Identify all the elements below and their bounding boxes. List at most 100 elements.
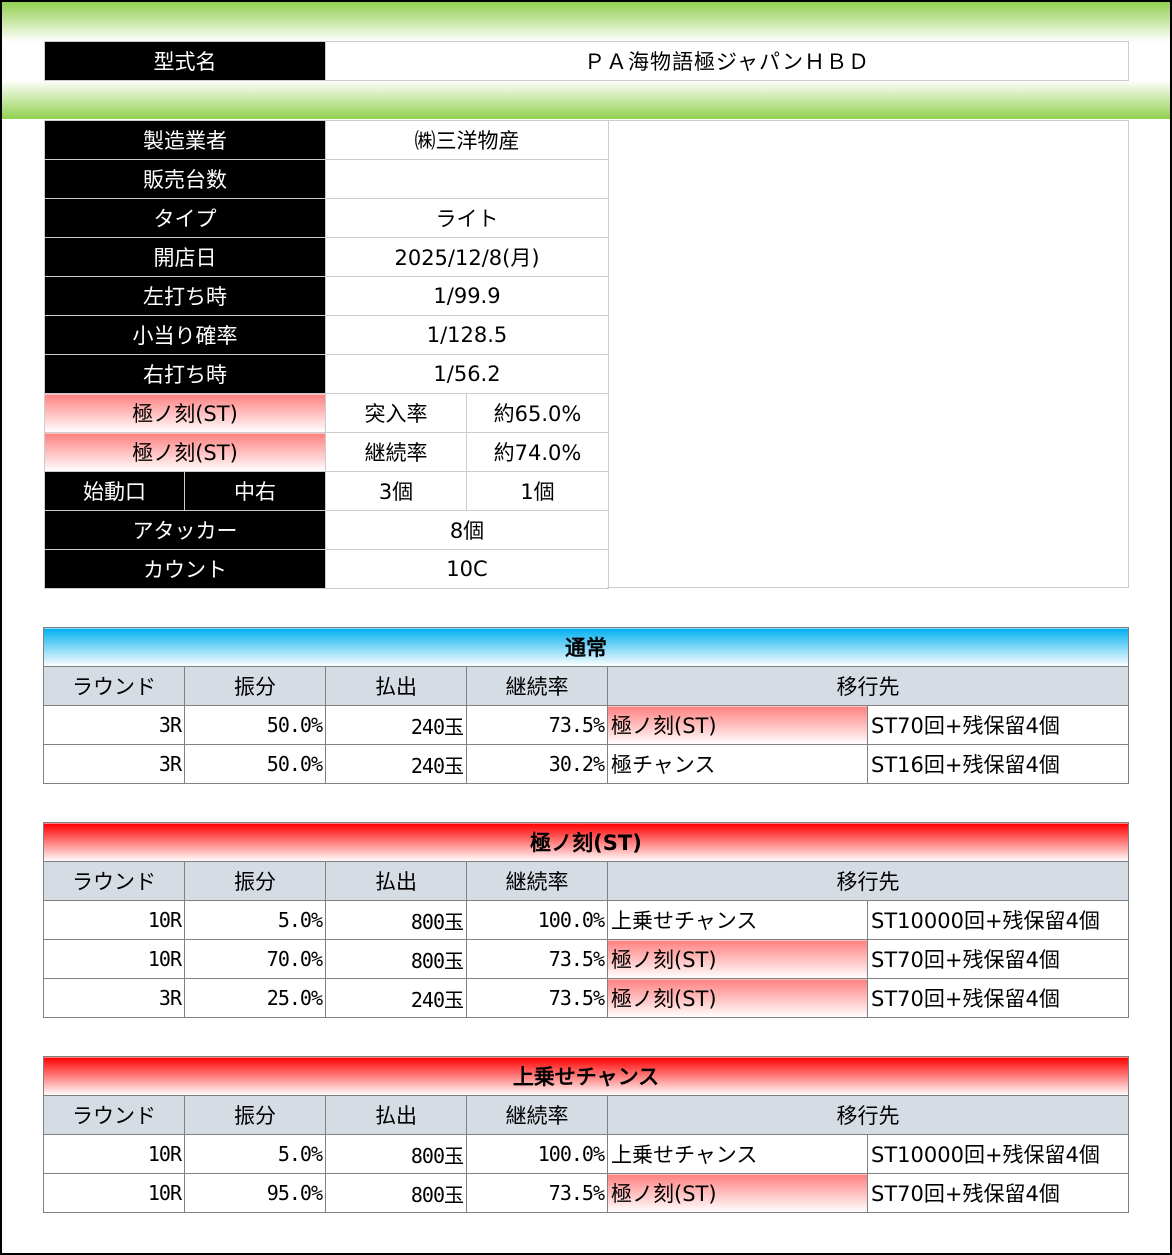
table-row: 3R 25.0% 240玉 73.5% 極ノ刻(ST) ST70回+残保留4個 [43,978,1129,1018]
green-band-bottom [2,80,1170,119]
st-row: 極ノ刻(ST) 継続率 約74.0% [44,432,609,472]
model-label: 型式名 [44,41,326,81]
column-header: 移行先 [607,861,1129,901]
attacker-label: アタッカー [44,510,326,550]
table-cell: 800玉 [325,1173,467,1213]
column-header: 移行先 [607,666,1129,706]
table-cell: 極ノ刻(ST) [607,705,868,745]
info-value: 1/128.5 [325,315,609,355]
table-cell: 10R [43,939,185,979]
section-table: 極ノ刻(ST) ラウンド 振分 払出 継続率 移行先 10R 5.0% 800玉 100.0% 上乗… [43,822,1129,1018]
table-cell: 極チャンス [607,744,868,784]
column-header: 払出 [325,666,467,706]
table-cell: 3R [43,744,185,784]
table-cell: 50.0% [184,744,326,784]
model-name: ＰＡ海物語極ジャパンＨＢＤ [325,41,1129,81]
attacker-value: 8個 [325,510,609,550]
table-cell: 800玉 [325,900,467,940]
column-header: 振分 [184,861,326,901]
table-cell: 73.5% [466,978,608,1018]
table-row: 10R 5.0% 800玉 100.0% 上乗せチャンス ST10000回+残保留4個 [43,900,1129,940]
table-cell: 極ノ刻(ST) [607,978,868,1018]
start-sub: 中右 [184,471,326,511]
table-cell: 10R [43,1134,185,1174]
attacker-row: アタッカー 8個 [44,510,609,550]
table-cell: ST10000回+残保留4個 [867,900,1129,940]
st-label: 極ノ刻(ST) [44,393,326,433]
info-row: 左打ち時 1/99.9 [44,276,609,316]
table-cell: 95.0% [184,1173,326,1213]
info-label: 左打ち時 [44,276,326,316]
info-label: 右打ち時 [44,354,326,394]
table-cell: ST70回+残保留4個 [867,705,1129,745]
green-band-top [2,2,1170,42]
table-cell: 5.0% [184,1134,326,1174]
table-cell: 240玉 [325,978,467,1018]
st-label: 極ノ刻(ST) [44,432,326,472]
table-cell: ST70回+残保留4個 [867,978,1129,1018]
section-title: 上乗せチャンス [43,1056,1129,1096]
info-row: 右打ち時 1/56.2 [44,354,609,394]
start-v2: 1個 [466,471,609,511]
st-key: 突入率 [325,393,467,433]
st-row: 極ノ刻(ST) 突入率 約65.0% [44,393,609,433]
table-cell: 上乗せチャンス [607,1134,868,1174]
start-row: 始動口 中右 3個 1個 [44,471,609,511]
info-value [325,159,609,199]
info-row: タイプ ライト [44,198,609,238]
column-header: ラウンド [43,666,185,706]
table-cell: 3R [43,705,185,745]
table-cell: 極ノ刻(ST) [607,939,868,979]
info-row: 小当り確率 1/128.5 [44,315,609,355]
table-cell: ST16回+残保留4個 [867,744,1129,784]
column-header: 払出 [325,1095,467,1135]
st-key: 継続率 [325,432,467,472]
table-cell: ST70回+残保留4個 [867,1173,1129,1213]
column-header: 移行先 [607,1095,1129,1135]
table-cell: 5.0% [184,900,326,940]
column-header: 払出 [325,861,467,901]
column-header: 継続率 [466,1095,608,1135]
table-cell: 100.0% [466,900,608,940]
section-title: 通常 [43,627,1129,667]
table-cell: 240玉 [325,744,467,784]
table-cell: 10R [43,1173,185,1213]
table-row: 10R 5.0% 800玉 100.0% 上乗せチャンス ST10000回+残保留4個 [43,1134,1129,1174]
model-table: 型式名 ＰＡ海物語極ジャパンＨＢＤ [44,41,1129,81]
info-label: 製造業者 [44,120,326,160]
info-value: 2025/12/8(月) [325,237,609,277]
table-cell: 800玉 [325,1134,467,1174]
table-cell: 800玉 [325,939,467,979]
column-header: ラウンド [43,861,185,901]
count-row: カウント 10C [44,549,609,589]
table-cell: 上乗せチャンス [607,900,868,940]
info-value: 1/56.2 [325,354,609,394]
table-row: 3R 50.0% 240玉 30.2% 極チャンス ST16回+残保留4個 [43,744,1129,784]
st-value: 約65.0% [466,393,609,433]
info-row: 開店日 2025/12/8(月) [44,237,609,277]
section-table: 通常 ラウンド 振分 払出 継続率 移行先 3R 50.0% 240玉 73.5% 極ノ刻(ST) S… [43,627,1129,784]
info-label: 販売台数 [44,159,326,199]
table-cell: 73.5% [466,1173,608,1213]
empty-area [607,120,1129,588]
count-value: 10C [325,549,609,589]
table-cell: 70.0% [184,939,326,979]
table-cell: 240玉 [325,705,467,745]
info-row: 製造業者 ㈱三洋物産 [44,120,609,160]
table-cell: ST70回+残保留4個 [867,939,1129,979]
section-table: 上乗せチャンス ラウンド 振分 払出 継続率 移行先 10R 5.0% 800玉 100.0% 上乗… [43,1056,1129,1213]
count-label: カウント [44,549,326,589]
info-value: ㈱三洋物産 [325,120,609,160]
table-row: 10R 70.0% 800玉 73.5% 極ノ刻(ST) ST70回+残保留4個 [43,939,1129,979]
table-cell: 10R [43,900,185,940]
table-cell: 25.0% [184,978,326,1018]
column-header: ラウンド [43,1095,185,1135]
start-label: 始動口 [44,471,185,511]
section-title: 極ノ刻(ST) [43,822,1129,862]
column-header: 振分 [184,1095,326,1135]
info-row: 販売台数 [44,159,609,199]
table-cell: 73.5% [466,939,608,979]
table-cell: 極ノ刻(ST) [607,1173,868,1213]
info-label: タイプ [44,198,326,238]
